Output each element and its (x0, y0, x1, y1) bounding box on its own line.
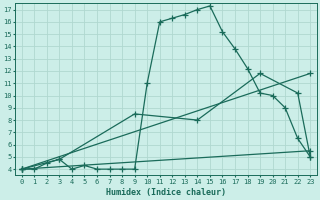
X-axis label: Humidex (Indice chaleur): Humidex (Indice chaleur) (106, 188, 226, 197)
